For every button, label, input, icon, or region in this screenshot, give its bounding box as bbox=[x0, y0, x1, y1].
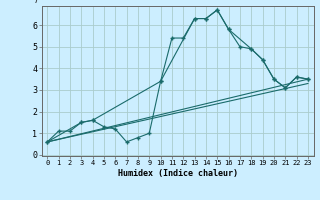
X-axis label: Humidex (Indice chaleur): Humidex (Indice chaleur) bbox=[118, 169, 237, 178]
Text: 7: 7 bbox=[34, 0, 39, 5]
